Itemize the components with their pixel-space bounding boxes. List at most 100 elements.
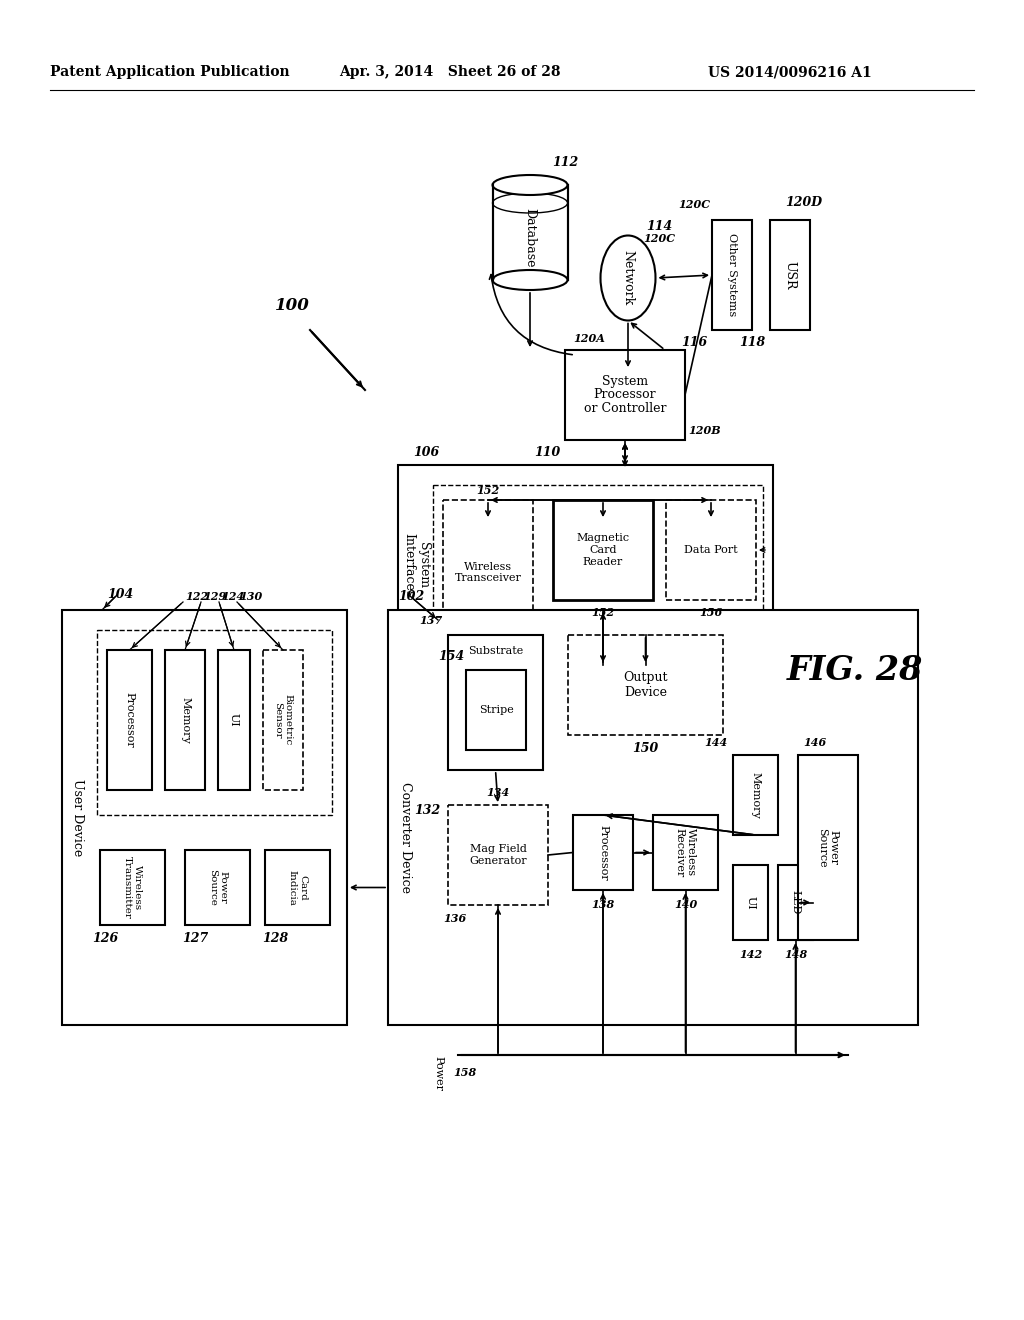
Text: 124: 124: [221, 590, 245, 602]
Ellipse shape: [493, 271, 567, 290]
Text: Apr. 3, 2014   Sheet 26 of 28: Apr. 3, 2014 Sheet 26 of 28: [339, 65, 561, 79]
Text: Power
Source: Power Source: [817, 828, 839, 867]
Text: Magnetic
Card
Reader: Magnetic Card Reader: [577, 533, 630, 566]
Text: 148: 148: [784, 949, 807, 960]
Bar: [443, 500, 534, 645]
Text: Wireless
Transmitter: Wireless Transmitter: [123, 857, 142, 919]
Bar: [433, 484, 763, 649]
Text: 132: 132: [414, 804, 440, 817]
Text: UI: UI: [229, 713, 239, 727]
Text: Wireless
Transceiver: Wireless Transceiver: [455, 562, 521, 583]
Bar: [449, 805, 548, 906]
Text: US 2014/0096216 A1: US 2014/0096216 A1: [709, 65, 871, 79]
Text: Stripe: Stripe: [478, 705, 513, 715]
Text: LED: LED: [791, 890, 801, 915]
Text: 128: 128: [262, 932, 288, 945]
Text: System: System: [602, 375, 648, 388]
Text: 120A: 120A: [573, 333, 605, 343]
Text: 137: 137: [420, 615, 443, 627]
Text: Memory: Memory: [180, 697, 190, 743]
Bar: [449, 635, 543, 770]
Text: Card
Indicia: Card Indicia: [288, 870, 307, 906]
Text: Power: Power: [433, 1056, 443, 1090]
Text: 100: 100: [275, 297, 310, 314]
Text: 138: 138: [592, 899, 614, 909]
Bar: [666, 500, 756, 601]
Ellipse shape: [493, 193, 567, 213]
Text: 136: 136: [443, 913, 466, 924]
Bar: [573, 814, 633, 890]
Text: 127: 127: [182, 932, 208, 945]
Bar: [733, 755, 778, 836]
Text: Converter Device: Converter Device: [399, 781, 413, 894]
Text: 116: 116: [681, 335, 707, 348]
Text: 102: 102: [398, 590, 424, 602]
Text: 114: 114: [646, 219, 672, 232]
Text: 118: 118: [738, 335, 765, 348]
Bar: [97, 630, 332, 814]
Text: 152: 152: [592, 606, 614, 618]
Text: 154: 154: [438, 651, 464, 664]
Bar: [712, 220, 752, 330]
Bar: [553, 500, 653, 601]
Text: Other Systems: Other Systems: [727, 234, 737, 317]
Text: 126: 126: [92, 932, 118, 945]
Bar: [770, 220, 810, 330]
Text: 122: 122: [185, 590, 208, 602]
Text: 120D: 120D: [785, 195, 822, 209]
Text: UI: UI: [745, 896, 756, 909]
Bar: [733, 865, 768, 940]
Text: Processor: Processor: [125, 692, 134, 748]
Bar: [106, 649, 152, 789]
Text: or Controller: or Controller: [584, 401, 667, 414]
Text: 150: 150: [633, 742, 658, 755]
Text: Power
Source: Power Source: [208, 869, 227, 906]
Text: Mag Field
Generator: Mag Field Generator: [469, 845, 526, 866]
Text: 130: 130: [239, 590, 262, 602]
Text: 140: 140: [674, 899, 697, 909]
Bar: [263, 649, 303, 789]
Bar: [493, 185, 567, 280]
Text: Biometric
Sensor: Biometric Sensor: [273, 694, 293, 746]
Text: Processor: Processor: [594, 388, 656, 401]
Text: System
Interfaces: System Interfaces: [402, 533, 430, 597]
Text: Patent Application Publication: Patent Application Publication: [50, 65, 290, 79]
Text: User Device: User Device: [72, 779, 85, 857]
Text: FIG. 28: FIG. 28: [786, 653, 924, 686]
Text: 152: 152: [476, 484, 500, 495]
Text: 110: 110: [534, 446, 560, 458]
Text: 129: 129: [203, 590, 226, 602]
Bar: [653, 814, 718, 890]
Text: 146: 146: [803, 738, 826, 748]
Text: Data Port: Data Port: [684, 545, 738, 554]
Text: Network: Network: [622, 251, 635, 306]
Text: Memory: Memory: [751, 772, 761, 818]
Bar: [565, 350, 685, 440]
Bar: [165, 649, 205, 789]
Text: 134: 134: [486, 788, 510, 799]
Text: 120B: 120B: [688, 425, 721, 436]
Text: 106: 106: [413, 446, 439, 459]
Text: USR: USR: [783, 261, 797, 289]
Text: 156: 156: [699, 606, 723, 618]
Bar: [265, 850, 330, 925]
Bar: [100, 850, 165, 925]
Text: 104: 104: [106, 589, 133, 602]
Text: Wireless
Receiver: Wireless Receiver: [675, 828, 696, 876]
Text: Database: Database: [523, 207, 537, 267]
Text: 142: 142: [739, 949, 762, 960]
Text: 158: 158: [453, 1068, 476, 1078]
Ellipse shape: [493, 176, 567, 195]
Text: Substrate: Substrate: [468, 645, 523, 656]
Bar: [778, 865, 813, 940]
Bar: [185, 850, 250, 925]
Bar: [62, 610, 347, 1026]
Bar: [466, 671, 526, 750]
Text: 120C: 120C: [643, 232, 675, 243]
Bar: [798, 755, 858, 940]
Text: 120C: 120C: [678, 199, 710, 210]
Text: Processor: Processor: [598, 825, 608, 880]
Text: 112: 112: [552, 157, 579, 169]
Bar: [388, 610, 918, 1026]
Text: 144: 144: [705, 738, 728, 748]
